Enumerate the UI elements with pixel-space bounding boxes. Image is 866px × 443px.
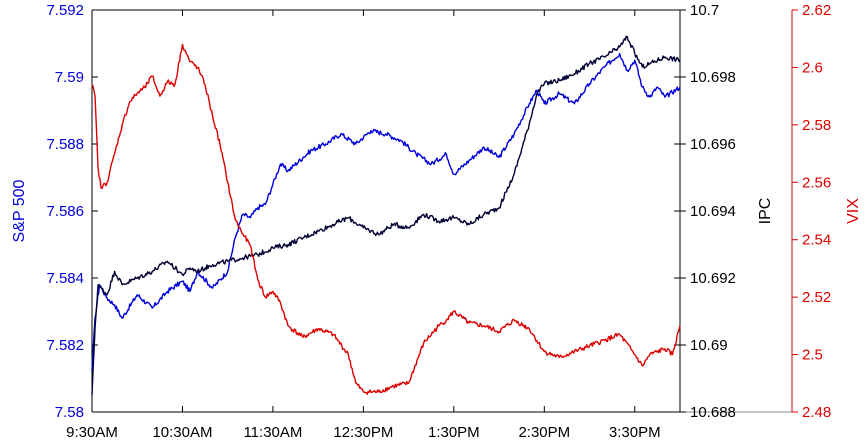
series-line-sp500 <box>91 52 681 372</box>
left-tick-label: 7.592 <box>46 2 84 19</box>
left-axis-title: S&P 500 <box>11 179 28 242</box>
left-tick-label: 7.59 <box>55 69 84 86</box>
x-tick-label: 3:30PM <box>609 424 661 441</box>
vix-tick-label: 2.62 <box>802 2 831 19</box>
axes-layer <box>91 9 798 413</box>
vix-tick-label: 2.56 <box>802 174 831 191</box>
series-line-ipc <box>91 35 681 396</box>
series-line-vix <box>91 43 681 396</box>
vix-tick-label: 2.58 <box>802 117 831 134</box>
labels-layer: 7.58 7.582 7.584 7.586 7.588 7.59 7.592 10.688 1… <box>11 2 862 441</box>
x-tick-label: 12:30PM <box>333 424 393 441</box>
ipc-tick-label: 10.69 <box>690 337 728 354</box>
ipc-tick-label: 10.688 <box>690 404 736 421</box>
x-tick-label: 1:30PM <box>428 424 480 441</box>
left-tick-label: 7.586 <box>46 203 84 220</box>
left-tick-label: 7.588 <box>46 136 84 153</box>
x-tick-label: 10:30AM <box>152 424 212 441</box>
ipc-axis-title: IPC <box>757 198 774 225</box>
ipc-tick-label: 10.698 <box>690 69 736 86</box>
vix-tick-label: 2.5 <box>802 347 823 364</box>
vix-axis-title: VIX <box>845 198 862 224</box>
x-tick-label: 2:30PM <box>518 424 570 441</box>
ipc-tick-label: 10.696 <box>690 136 736 153</box>
ipc-tick-label: 10.694 <box>690 203 736 220</box>
left-tick-label: 7.58 <box>55 404 84 421</box>
vix-tick-label: 2.54 <box>802 232 831 249</box>
x-tick-label: 11:30AM <box>243 424 302 441</box>
left-tick-label: 7.584 <box>46 270 84 287</box>
vix-tick-label: 2.52 <box>802 289 831 306</box>
vix-tick-label: 2.48 <box>802 404 831 421</box>
vix-tick-label: 2.6 <box>802 59 823 76</box>
series-layer <box>91 35 681 396</box>
ipc-tick-label: 10.7 <box>690 2 719 19</box>
ipc-tick-label: 10.692 <box>690 270 736 287</box>
x-tick-label: 9:30AM <box>66 424 118 441</box>
left-tick-label: 7.582 <box>46 337 84 354</box>
